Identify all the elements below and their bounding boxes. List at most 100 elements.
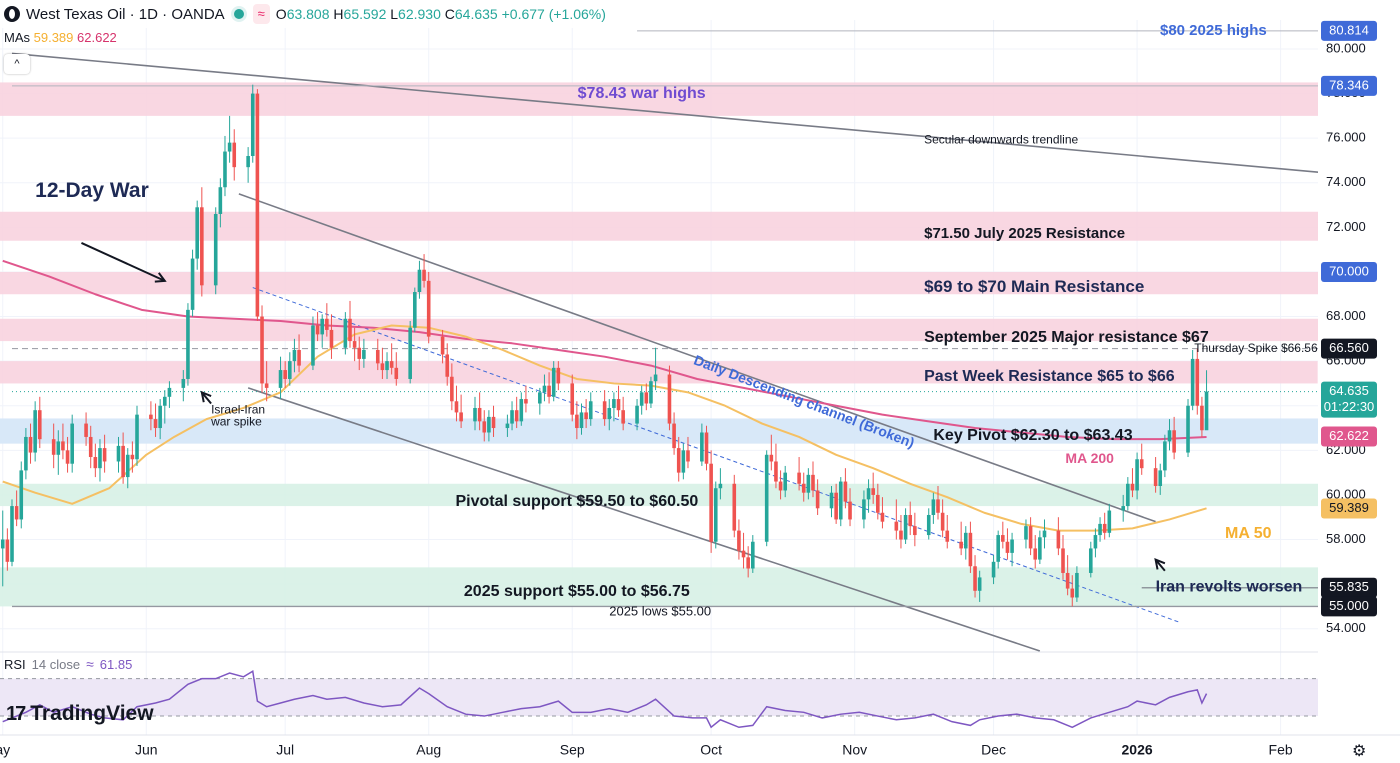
past-week-resistance-zone — [0, 361, 1318, 384]
time-axis[interactable]: ay Jun Jul Aug Sep Oct Nov Dec 2026 Feb — [0, 734, 1400, 758]
candle — [621, 396, 625, 431]
candle — [811, 461, 815, 498]
candle-body — [413, 292, 417, 328]
price-axis[interactable]: 54.00056.00058.00060.00062.00064.00066.0… — [1318, 0, 1400, 735]
candle — [1107, 503, 1112, 538]
candle — [538, 387, 542, 415]
candle — [769, 434, 774, 471]
annotation-label: MA 50 — [1225, 525, 1272, 542]
moving-averages-layer — [2, 259, 1207, 532]
candle-body — [352, 341, 357, 348]
candle-body — [320, 318, 325, 335]
candle-body — [473, 407, 477, 422]
candle — [297, 334, 301, 373]
price-badge-text: 55.000 — [1329, 598, 1369, 613]
candle — [190, 249, 195, 317]
candle-body — [556, 367, 561, 384]
time-tick-label: Nov — [842, 742, 867, 758]
tradingview-wordmark: TradingView — [30, 702, 154, 725]
candle-body — [343, 318, 348, 348]
candle-body — [385, 361, 389, 371]
arrow-head — [154, 272, 167, 283]
candle-body — [1075, 572, 1079, 598]
rsi-band — [0, 678, 1318, 717]
candle — [385, 352, 389, 379]
candle-body — [311, 325, 315, 366]
candle-body — [14, 506, 19, 520]
candle — [1028, 517, 1033, 556]
candle-body — [297, 349, 301, 366]
candle — [1200, 396, 1204, 437]
price-tick-label: 74.000 — [1326, 174, 1366, 189]
candle-body — [764, 454, 769, 542]
candle-body — [213, 213, 218, 286]
mas-legend[interactable]: MAs 59.389 62.622 — [4, 30, 117, 45]
candle — [1093, 528, 1098, 558]
candle-body — [1121, 506, 1125, 511]
high-label: H — [333, 6, 344, 22]
rsi-value: 61.85 — [99, 656, 133, 672]
candle-body — [1061, 548, 1065, 573]
war-highs-zone — [0, 82, 1337, 116]
candle-body — [866, 488, 871, 500]
candle — [737, 519, 741, 560]
candle-body — [1186, 405, 1190, 453]
compare-indicator-icon[interactable]: ≈ — [252, 4, 270, 24]
candle — [135, 405, 139, 466]
iran-revolts-arrow — [1154, 557, 1166, 572]
tradingview-logo-icon: 17 — [6, 702, 26, 725]
candle — [454, 385, 459, 422]
collapse-legend-button[interactable]: ^ — [4, 54, 30, 74]
price-tick-label: 76.000 — [1326, 130, 1366, 145]
candle — [1042, 519, 1047, 549]
candle-body — [264, 383, 269, 388]
candle-body — [167, 387, 172, 397]
annotation-label: Secular downwards trendline — [924, 133, 1078, 147]
candle-body — [1126, 483, 1130, 507]
candle-body — [1010, 539, 1014, 553]
candle-body — [644, 392, 649, 404]
channel-lower-line — [247, 387, 1041, 652]
candle-body — [672, 423, 676, 449]
candle — [959, 521, 963, 556]
price-badge: 59.389 — [1321, 498, 1377, 519]
time-tick-label: Oct — [700, 742, 722, 758]
candle-body — [940, 512, 945, 531]
candle — [876, 483, 880, 520]
annotation-label: 12-Day War — [35, 179, 149, 202]
candle-body — [422, 269, 426, 281]
candle-body — [963, 532, 968, 549]
candle-body — [894, 521, 899, 531]
chevron-up-icon: ^ — [14, 58, 20, 70]
candle-body — [519, 399, 524, 422]
candle-body — [713, 488, 718, 542]
market-status-icon[interactable] — [230, 6, 247, 22]
candle — [575, 401, 579, 440]
settings-gear-icon[interactable]: ⚙ — [1352, 743, 1367, 760]
rsi-pane[interactable]: 75.0050.0061.85 — [0, 651, 1376, 729]
candle — [510, 401, 514, 431]
candle-body — [1167, 430, 1172, 442]
symbol-title[interactable]: West Texas Oil · 1D · OANDA — [26, 5, 225, 23]
candle — [5, 528, 10, 571]
candle-body — [588, 401, 593, 420]
candle-body — [380, 363, 385, 371]
candle — [264, 361, 269, 402]
candle — [639, 385, 644, 415]
candle — [973, 555, 977, 598]
candle — [778, 470, 783, 500]
candle-body — [843, 481, 848, 502]
price-badge: 62.622 — [1321, 426, 1377, 447]
2025-support-zone — [0, 567, 1337, 607]
rsi-settings-icon[interactable]: ≈ — [86, 656, 94, 672]
candle-body — [454, 401, 459, 413]
rsi-legend[interactable]: RSI 14 close ≈ 61.85 — [4, 656, 132, 672]
candle-body — [1028, 526, 1033, 549]
candle — [200, 187, 204, 297]
12-day-war-arrow — [81, 242, 167, 283]
candle-body — [700, 432, 704, 462]
candle-body — [505, 423, 510, 429]
candle — [487, 410, 491, 442]
candle-body — [538, 392, 542, 404]
